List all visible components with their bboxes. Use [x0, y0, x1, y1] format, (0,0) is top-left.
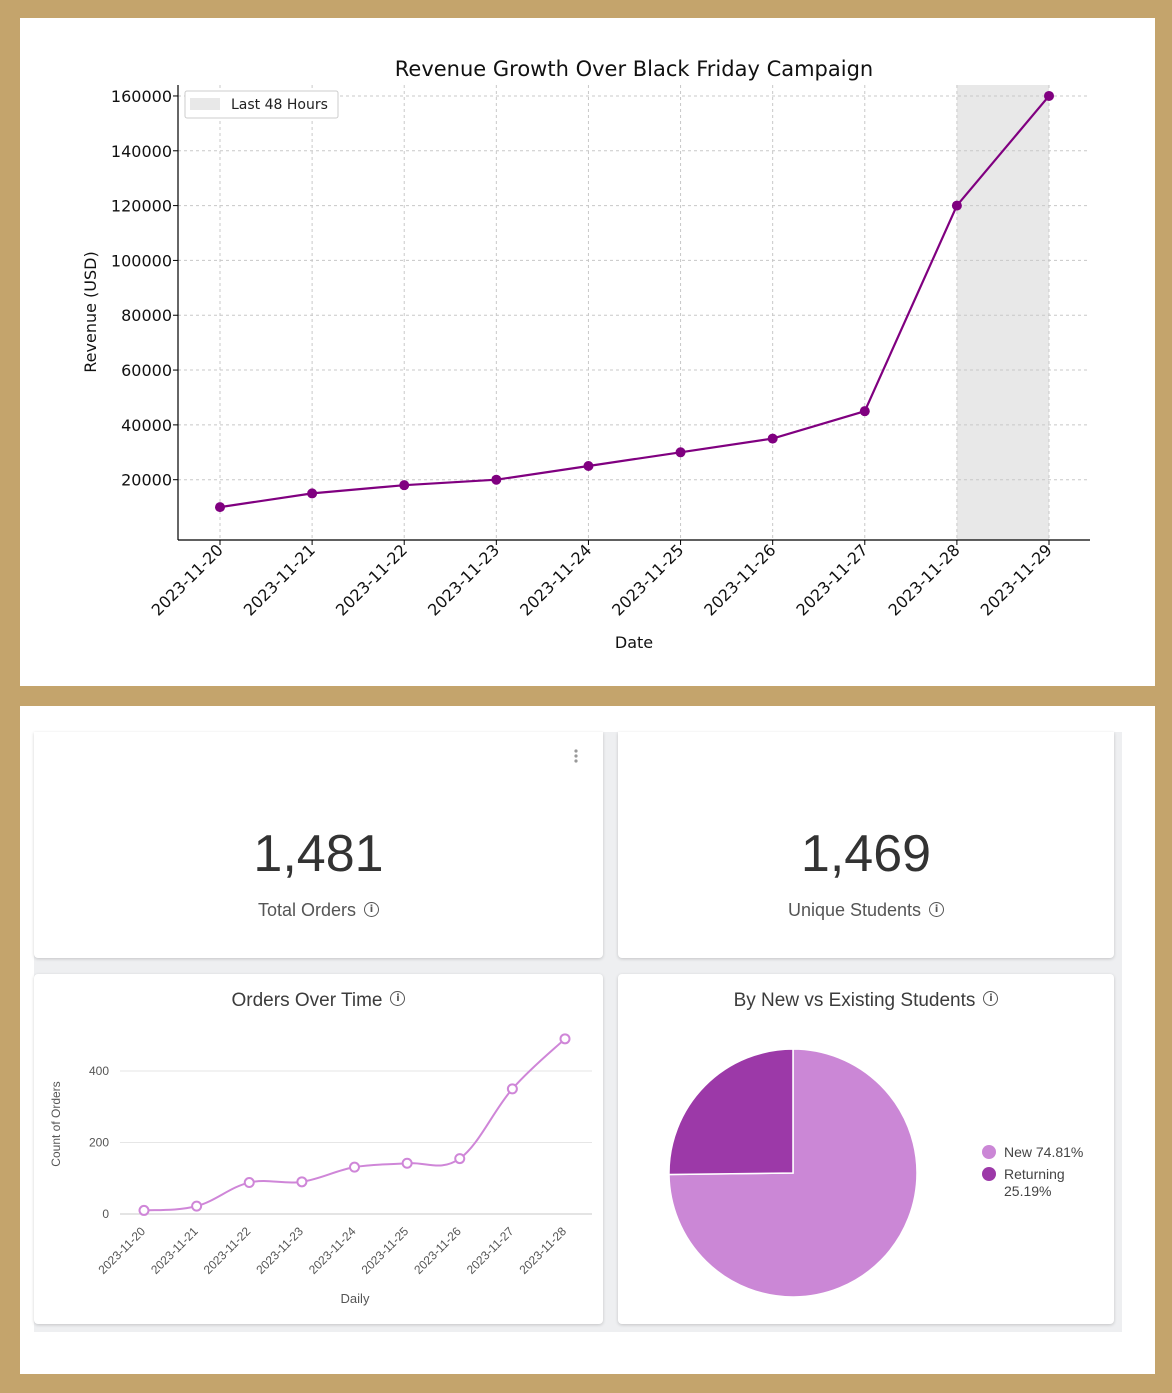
- pie-slice-returning: [668, 1048, 794, 1176]
- more-vert-icon: [574, 749, 578, 763]
- info-icon[interactable]: i: [983, 991, 999, 1007]
- y-tick-label: 0: [102, 1207, 109, 1221]
- revenue-y-axis-label: Revenue (USD): [81, 251, 100, 372]
- x-tick-label: 2023-11-28: [885, 540, 964, 619]
- revenue-x-axis-label: Date: [615, 633, 653, 652]
- new-vs-existing-title-row: By New vs Existing Students i: [618, 990, 1114, 1012]
- orders-data-point: [138, 1204, 150, 1216]
- revenue-data-point: [491, 474, 502, 485]
- revenue-data-point: [1044, 90, 1054, 101]
- y-tick-label: 140000: [111, 142, 172, 161]
- orders-over-time-card: Orders Over Time i Count of Orders Daily …: [34, 974, 603, 1324]
- total-orders-label: Total Orders: [257, 900, 357, 920]
- x-tick-label: 2023-11-26: [411, 1224, 464, 1277]
- total-orders-value: 1,481: [253, 825, 384, 883]
- x-tick-label: 2023-11-23: [424, 540, 503, 619]
- unique-students-label: Unique Students: [787, 900, 922, 920]
- orders-data-point: [191, 1200, 203, 1212]
- revenue-chart-panel: Revenue Growth Over Black Friday Campaig…: [20, 18, 1155, 686]
- orders-y-axis-label: Count of Orders: [49, 1081, 63, 1166]
- revenue-series-line: [219, 95, 1050, 509]
- x-tick-label: 2023-11-20: [95, 1224, 148, 1277]
- dashboard-panel: 1,481 Total Orders i 1,469 Unique Student…: [20, 706, 1155, 1374]
- legend-label-new: New 74.81%: [1004, 1144, 1083, 1160]
- x-tick-label: 2023-11-23: [253, 1224, 306, 1277]
- revenue-data-point: [307, 488, 318, 499]
- x-tick-label: 2023-11-22: [201, 1224, 254, 1277]
- legend-dot-returning: [982, 1167, 996, 1181]
- unique-students-value: 1,469: [800, 825, 932, 883]
- orders-data-point: [243, 1177, 255, 1189]
- orders-data-point: [401, 1157, 413, 1169]
- orders-x-axis-label: Daily: [341, 1291, 370, 1306]
- x-tick-label: 2023-11-25: [359, 1224, 412, 1277]
- revenue-legend: Last 48 Hours: [184, 90, 339, 119]
- x-tick-label: 2023-11-24: [516, 540, 595, 619]
- y-tick-label: 100000: [111, 251, 172, 270]
- unique-students-card: 1,469 Unique Students i: [618, 732, 1114, 958]
- total-orders-card: 1,481 Total Orders i: [34, 732, 603, 958]
- y-tick-label: 60000: [121, 361, 172, 380]
- x-tick-label: 2023-11-24: [306, 1224, 359, 1277]
- revenue-chart: Revenue Growth Over Black Friday Campaig…: [81, 57, 1090, 652]
- x-tick-label: 2023-11-29: [977, 540, 1056, 619]
- shaded-region-last-48-hours: [956, 85, 1049, 540]
- revenue-chart-title: Revenue Growth Over Black Friday Campaig…: [395, 57, 873, 81]
- legend-swatch-last-48-hours: [190, 98, 220, 110]
- x-tick-label: 2023-11-22: [332, 540, 411, 619]
- legend-label-returning: Returning: [1004, 1166, 1065, 1182]
- revenue-data-point: [215, 502, 225, 513]
- legend-value-returning: 25.19%: [1004, 1183, 1051, 1199]
- new-vs-existing-title: By New vs Existing Students: [733, 990, 976, 1011]
- legend-frame: [184, 90, 339, 119]
- info-icon[interactable]: i: [929, 901, 945, 917]
- card-menu-button[interactable]: [570, 746, 582, 766]
- x-tick-label: 2023-11-28: [516, 1224, 569, 1277]
- orders-series-line: [143, 1038, 566, 1212]
- orders-over-time-title-row: Orders Over Time i: [34, 990, 603, 1012]
- revenue-data-point: [859, 406, 870, 417]
- orders-data-point: [296, 1176, 308, 1188]
- y-tick-label: 120000: [111, 197, 172, 216]
- x-tick-label: 2023-11-21: [240, 540, 319, 619]
- pie-legend: New 74.81% Returning 25.19%: [982, 1144, 1083, 1199]
- y-tick-label: 400: [89, 1064, 109, 1078]
- x-tick-label: 2023-11-26: [700, 540, 779, 619]
- info-icon[interactable]: i: [364, 901, 380, 917]
- revenue-data-point: [583, 460, 594, 471]
- y-tick-label: 160000: [111, 87, 172, 106]
- orders-data-point: [559, 1033, 571, 1045]
- x-tick-label: 2023-11-25: [608, 540, 687, 619]
- orders-over-time-title: Orders Over Time: [231, 990, 383, 1011]
- legend-label-last-48-hours: Last 48 Hours: [231, 97, 328, 113]
- x-tick-label: 2023-11-27: [464, 1224, 517, 1277]
- revenue-data-point: [675, 447, 686, 458]
- revenue-data-point: [951, 200, 962, 211]
- y-tick-label: 80000: [121, 306, 172, 325]
- orders-data-point: [349, 1161, 360, 1173]
- y-tick-label: 200: [89, 1136, 109, 1150]
- total-orders-label-row: Total Orders i: [34, 900, 603, 921]
- legend-dot-new: [982, 1145, 996, 1159]
- new-vs-existing-card: By New vs Existing Students i New 74.81% …: [618, 974, 1114, 1324]
- revenue-data-point: [399, 480, 410, 491]
- new-vs-existing-pie-chart: New 74.81% Returning 25.19%: [668, 1048, 1083, 1298]
- x-tick-label: 2023-11-27: [792, 540, 871, 619]
- x-tick-label: 2023-11-21: [148, 1224, 201, 1277]
- orders-data-point: [506, 1083, 518, 1095]
- x-tick-label: 2023-11-20: [148, 540, 227, 619]
- y-tick-label: 40000: [121, 416, 172, 435]
- unique-students-label-row: Unique Students i: [618, 900, 1114, 921]
- y-tick-label: 20000: [121, 471, 172, 490]
- orders-data-point: [454, 1153, 466, 1165]
- revenue-data-point: [767, 433, 778, 444]
